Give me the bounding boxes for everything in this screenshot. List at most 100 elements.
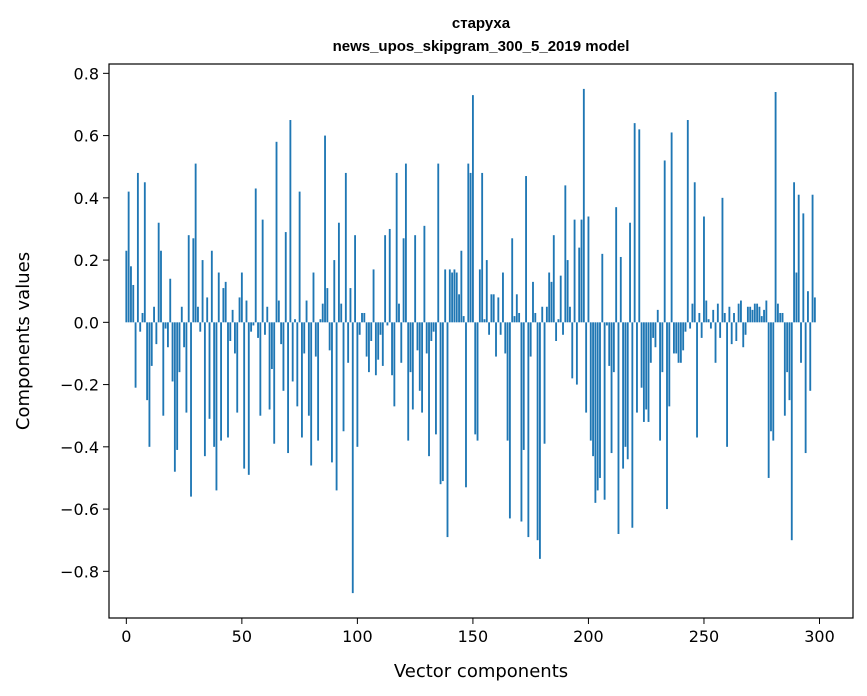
bar [686, 120, 689, 323]
bar [435, 322, 437, 435]
bar [213, 322, 216, 447]
bar [291, 322, 294, 382]
bar [444, 269, 447, 323]
bar [767, 322, 770, 478]
bar [448, 269, 451, 323]
bar [723, 312, 726, 323]
bar [564, 185, 567, 323]
bar [372, 269, 375, 323]
bar [384, 235, 387, 323]
bar [585, 322, 588, 413]
bar [437, 163, 440, 323]
bar [217, 272, 220, 323]
bar [740, 300, 742, 323]
bar [474, 322, 477, 435]
bar [511, 238, 514, 323]
bar [379, 322, 382, 335]
bar [772, 322, 775, 441]
bar [612, 322, 615, 373]
y-tick-label: −0.6 [60, 500, 99, 519]
bar [395, 172, 398, 323]
bar [633, 123, 636, 323]
bar [301, 322, 303, 438]
bar [813, 297, 816, 323]
bar [194, 163, 197, 323]
bar [656, 309, 659, 323]
bar [298, 191, 301, 323]
bar [712, 309, 715, 323]
bar [675, 322, 678, 354]
bar [310, 322, 313, 466]
bar [407, 322, 410, 441]
bar [548, 272, 551, 323]
chart-subtitle: news_upos_skipgram_300_5_2019 model [333, 38, 630, 55]
bar [515, 294, 518, 323]
bar [582, 88, 585, 323]
bar [222, 288, 225, 323]
bar [220, 322, 222, 441]
bar [167, 322, 169, 348]
bar [645, 322, 648, 410]
bar [642, 322, 645, 422]
bar [684, 322, 687, 332]
bar [418, 322, 421, 391]
bar [751, 309, 754, 323]
x-tick-label: 150 [458, 627, 489, 646]
bar [504, 322, 507, 354]
bar [176, 322, 179, 450]
x-tick-label: 300 [804, 627, 835, 646]
bar [132, 284, 135, 323]
y-tick-label: 0.6 [74, 127, 99, 146]
y-tick-label: −0.2 [60, 376, 99, 395]
bar [714, 322, 717, 363]
bar [520, 322, 523, 522]
bar [804, 322, 807, 454]
bar [282, 322, 285, 391]
bar [495, 322, 497, 357]
bar [280, 322, 283, 345]
y-tick-label: 0.2 [74, 251, 99, 270]
bar [358, 322, 361, 335]
bar [400, 322, 403, 363]
bar [703, 216, 705, 323]
bar [575, 322, 578, 385]
bar [284, 232, 287, 323]
bar [488, 322, 491, 335]
bar [793, 182, 796, 323]
bar [619, 256, 622, 323]
bar [414, 235, 417, 323]
bar [238, 297, 241, 323]
bar [783, 322, 786, 416]
bar [587, 216, 590, 323]
bar [317, 322, 320, 441]
bar [668, 322, 671, 407]
bar [763, 309, 765, 323]
bar [236, 322, 239, 413]
bar [749, 306, 752, 323]
bar [404, 163, 407, 323]
bar [224, 281, 227, 323]
bar [721, 197, 724, 323]
bar [206, 297, 209, 323]
bar [744, 322, 747, 335]
y-axis-ticks: −0.8 −0.6 −0.4 −0.2 0.0 0.2 0.4 0.6 0.8 [60, 64, 109, 581]
bar [573, 219, 576, 323]
bar [589, 322, 592, 441]
bar [289, 120, 292, 323]
bar [746, 306, 749, 323]
bar [423, 225, 426, 323]
bar [608, 322, 611, 366]
x-axis-label: Vector components [394, 661, 568, 682]
bar [245, 300, 248, 323]
bar [545, 306, 548, 323]
bar [781, 312, 784, 323]
bar [374, 322, 377, 376]
bar [502, 272, 504, 323]
y-axis-label: Components values [13, 252, 34, 430]
bar [726, 322, 728, 447]
bar [344, 172, 347, 323]
bar [264, 322, 266, 335]
bar [270, 322, 273, 370]
bar [497, 297, 500, 323]
bar [361, 312, 363, 323]
